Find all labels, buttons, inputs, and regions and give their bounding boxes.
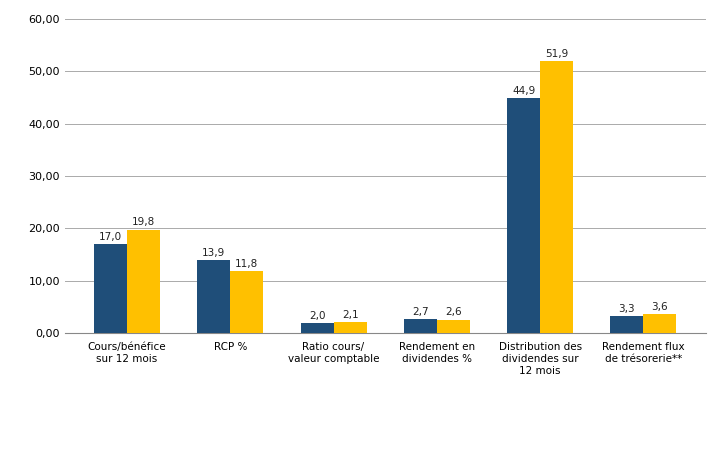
Bar <box>127 229 160 333</box>
Text: 2,6: 2,6 <box>445 307 462 317</box>
Bar <box>197 260 230 333</box>
Text: 11,8: 11,8 <box>235 259 258 269</box>
Text: 3,3: 3,3 <box>618 304 635 314</box>
Text: 44,9: 44,9 <box>512 86 535 96</box>
Text: 3,6: 3,6 <box>652 302 668 312</box>
Text: 17,0: 17,0 <box>99 232 122 242</box>
Text: 51,9: 51,9 <box>545 50 568 60</box>
Bar <box>230 271 264 333</box>
Bar <box>404 319 437 333</box>
Text: 2,0: 2,0 <box>309 311 325 321</box>
Bar <box>611 316 644 333</box>
Bar <box>94 244 127 333</box>
Text: 2,1: 2,1 <box>342 310 359 320</box>
Bar <box>540 61 573 333</box>
Bar <box>437 319 470 333</box>
Bar <box>507 98 540 333</box>
Text: 2,7: 2,7 <box>412 307 428 317</box>
Bar <box>644 314 677 333</box>
Text: 13,9: 13,9 <box>202 248 225 258</box>
Bar <box>300 323 333 333</box>
Bar <box>333 322 366 333</box>
Text: 19,8: 19,8 <box>132 218 155 228</box>
